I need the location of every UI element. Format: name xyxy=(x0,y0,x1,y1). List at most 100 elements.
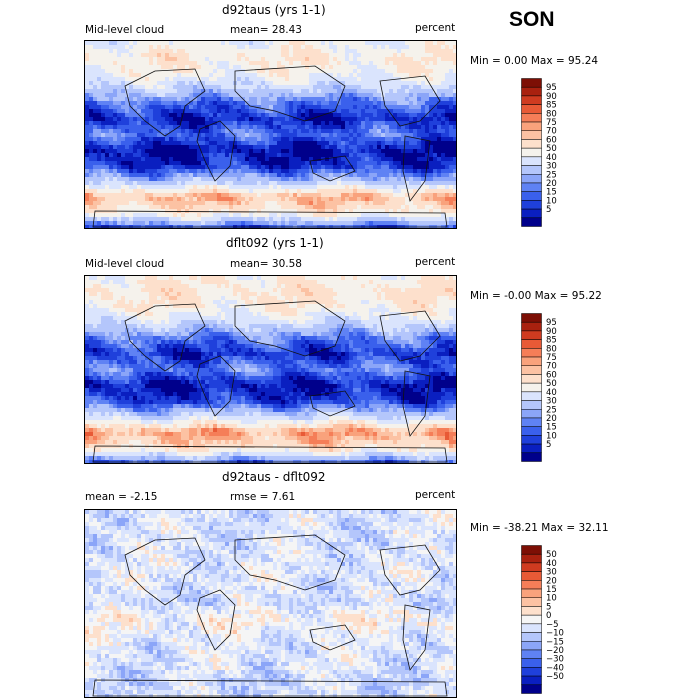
map-cell xyxy=(153,133,157,137)
map-cell xyxy=(305,41,309,45)
map-cell xyxy=(169,81,173,85)
map-cell xyxy=(393,284,397,288)
map-cell xyxy=(101,141,105,145)
map-cell xyxy=(213,193,217,197)
map-cell xyxy=(377,280,381,284)
map-cell xyxy=(289,57,293,61)
map-cell xyxy=(393,161,397,165)
map-cell xyxy=(253,157,257,161)
map-cell xyxy=(357,141,361,145)
map-cell xyxy=(149,41,153,45)
map-cell xyxy=(413,73,417,77)
map-cell xyxy=(141,280,145,284)
map-cell xyxy=(269,221,273,225)
map-cell xyxy=(201,81,205,85)
map-cell xyxy=(185,284,189,288)
map-cell xyxy=(205,77,209,81)
map-cell xyxy=(165,61,169,65)
map-cell xyxy=(421,125,425,129)
map-cell xyxy=(297,97,301,101)
map-cell xyxy=(417,157,421,161)
map-cell xyxy=(337,69,341,73)
map-cell xyxy=(341,141,345,145)
map-cell xyxy=(161,101,165,105)
map-cell xyxy=(357,145,361,149)
map-cell xyxy=(109,61,113,65)
map-cell xyxy=(321,117,325,121)
map-cell xyxy=(217,292,221,296)
map-cell xyxy=(337,101,341,105)
map-cell xyxy=(385,296,389,300)
map-cell xyxy=(345,145,349,149)
map-cell xyxy=(429,41,433,45)
map-cell xyxy=(253,81,257,85)
map-cell xyxy=(129,177,133,181)
map-cell xyxy=(105,41,109,45)
map-cell xyxy=(413,217,417,221)
map-cell xyxy=(321,141,325,145)
map-cell xyxy=(353,97,357,101)
map-cell xyxy=(101,197,105,201)
map-cell xyxy=(325,157,329,161)
map-cell xyxy=(89,77,93,81)
map-cell xyxy=(189,65,193,69)
map-cell xyxy=(97,153,101,157)
map-cell xyxy=(133,73,137,77)
map-cell xyxy=(361,137,365,141)
map-cell xyxy=(321,109,325,113)
map-cell xyxy=(341,97,345,101)
map-cell xyxy=(229,296,233,300)
map-cell xyxy=(317,73,321,77)
map-cell xyxy=(365,161,369,165)
map-cell xyxy=(393,189,397,193)
map-cell xyxy=(349,65,353,69)
map-cell xyxy=(141,189,145,193)
map-cell xyxy=(345,177,349,181)
map-cell xyxy=(221,288,225,292)
map-cell xyxy=(197,61,201,65)
map-cell xyxy=(133,105,137,109)
map-cell xyxy=(157,49,161,53)
map-cell xyxy=(357,225,361,228)
map-cell xyxy=(141,197,145,201)
map-cell xyxy=(289,145,293,149)
map-cell xyxy=(97,300,101,304)
map-cell xyxy=(145,288,149,292)
map-cell xyxy=(213,133,217,137)
map-cell xyxy=(369,181,373,185)
map-cell xyxy=(97,197,101,201)
map-cell xyxy=(381,41,385,45)
map-cell xyxy=(349,201,353,205)
map-cell xyxy=(113,153,117,157)
map-cell xyxy=(245,61,249,65)
map-cell xyxy=(121,65,125,69)
map-cell xyxy=(193,85,197,89)
map-cell xyxy=(385,93,389,97)
map-cell xyxy=(365,185,369,189)
map-cell xyxy=(253,129,257,133)
map-cell xyxy=(101,149,105,153)
map-cell xyxy=(405,57,409,61)
map-cell xyxy=(145,137,149,141)
map-cell xyxy=(373,113,377,117)
map-cell xyxy=(165,205,169,209)
map-cell xyxy=(349,53,353,57)
map-cell xyxy=(273,125,277,129)
map-cell xyxy=(361,280,365,284)
map-cell xyxy=(333,193,337,197)
map-cell xyxy=(297,49,301,53)
map-cell xyxy=(201,41,205,45)
map-cell xyxy=(445,181,449,185)
map-cell xyxy=(285,89,289,93)
map-cell xyxy=(305,157,309,161)
map-cell xyxy=(173,181,177,185)
map-cell xyxy=(97,81,101,85)
map-cell xyxy=(237,161,241,165)
map-cell xyxy=(449,288,453,292)
map-cell xyxy=(369,73,373,77)
map-cell xyxy=(357,209,361,213)
map-cell xyxy=(325,221,329,225)
map-cell xyxy=(289,284,293,288)
map-cell xyxy=(129,197,133,201)
colorbar-swatch xyxy=(521,208,542,219)
